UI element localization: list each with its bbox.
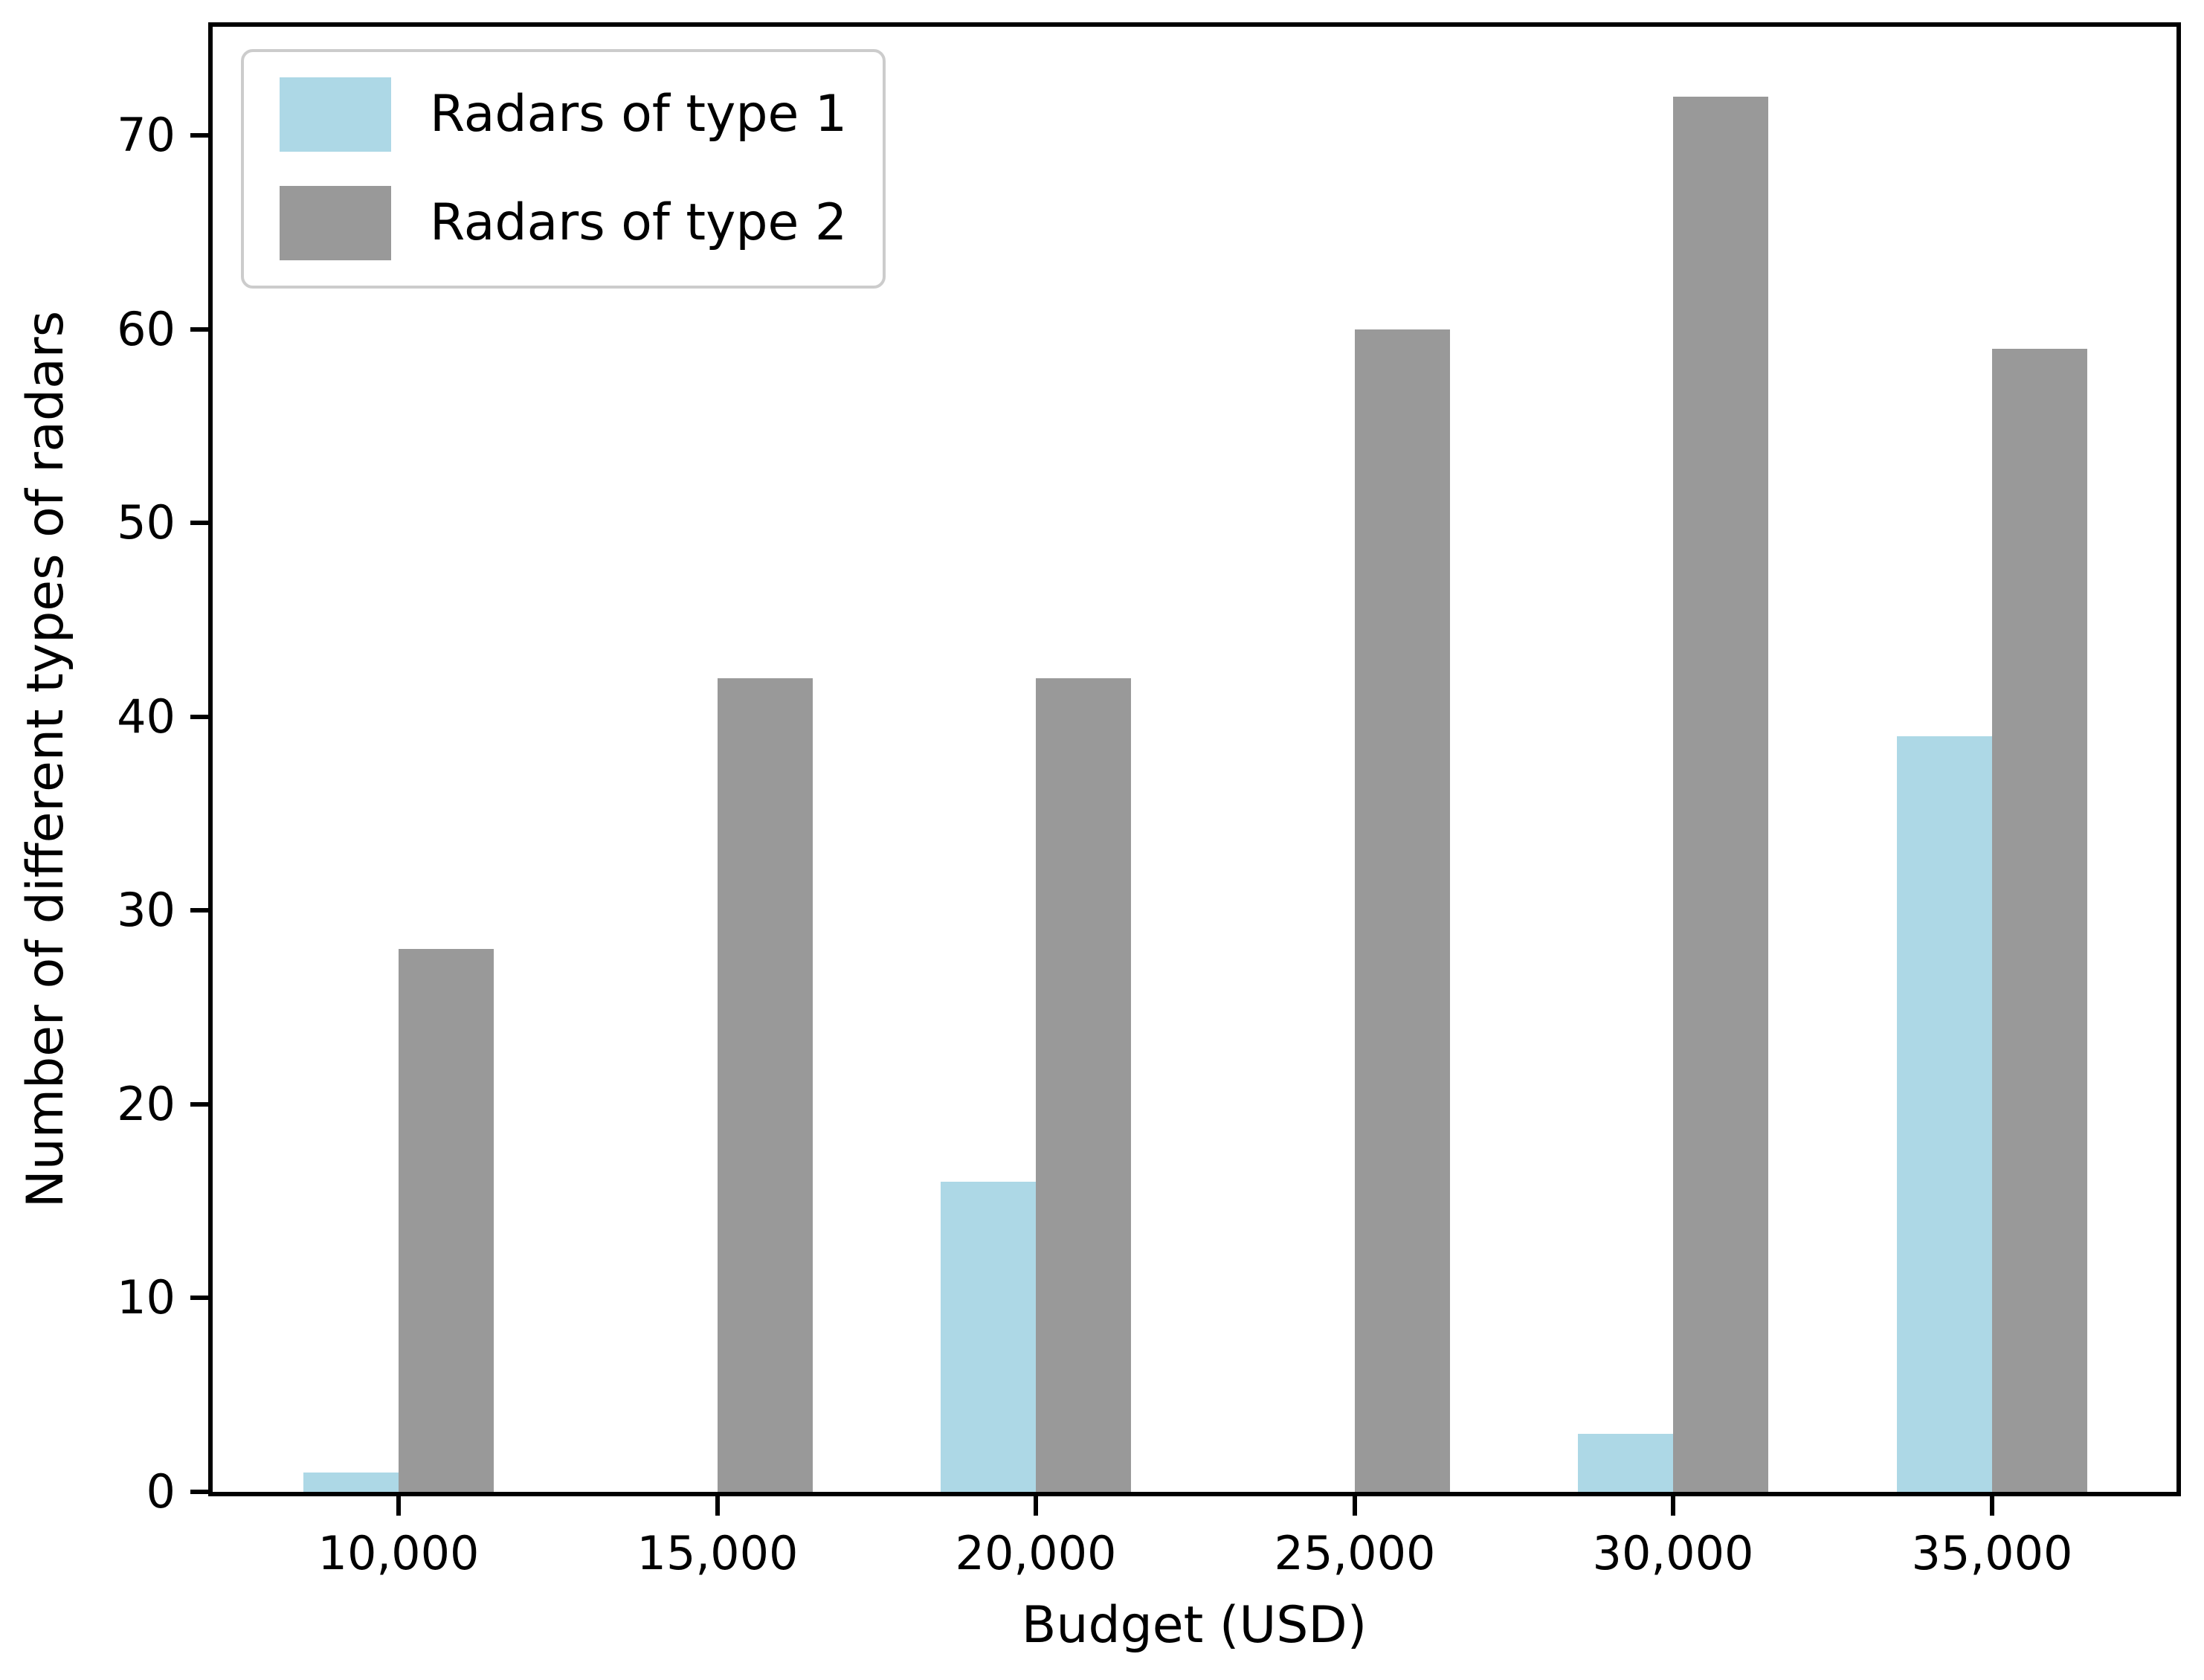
x-tick-label-30-000: 30,000 [1592,1526,1754,1580]
y-tick-label-40: 40 [117,689,175,744]
y-tick-mark-60 [190,327,208,332]
bar-radars-of-type-2-10-000 [399,949,494,1492]
y-tick-label-30: 30 [117,883,175,937]
x-tick-label-25-000: 25,000 [1274,1526,1436,1580]
y-tick-mark-70 [190,133,208,138]
x-tick-label-35-000: 35,000 [1911,1526,2073,1580]
y-tick-mark-10 [190,1296,208,1300]
y-tick-label-10: 10 [117,1270,175,1325]
legend-swatch-radars-of-type-2 [280,186,391,260]
x-tick-label-15-000: 15,000 [637,1526,799,1580]
legend-swatch-radars-of-type-1 [280,77,391,152]
bar-radars-of-type-1-20-000 [941,1182,1036,1492]
x-tick-mark-35-000 [1990,1496,1994,1516]
x-tick-mark-30-000 [1671,1496,1675,1516]
y-tick-label-0: 0 [146,1464,175,1519]
y-tick-mark-30 [190,908,208,913]
bar-radars-of-type-2-30-000 [1673,97,1768,1492]
plot-area: Radars of type 1 Radars of type 2 [208,22,2181,1496]
legend-label-radars-of-type-1: Radars of type 1 [430,85,848,144]
y-tick-mark-40 [190,715,208,719]
bar-radars-of-type-2-25-000 [1355,329,1450,1492]
legend-label-radars-of-type-2: Radars of type 2 [430,193,848,252]
y-tick-mark-20 [190,1102,208,1107]
legend-item-radars-of-type-1: Radars of type 1 [280,77,847,152]
legend-item-radars-of-type-2: Radars of type 2 [280,186,847,260]
y-axis-title: Number of different types of radars [16,310,75,1208]
legend: Radars of type 1 Radars of type 2 [241,49,886,289]
x-axis-title: Budget (USD) [1021,1596,1367,1655]
bar-radars-of-type-1-35-000 [1897,736,1992,1492]
bar-radars-of-type-1-30-000 [1578,1434,1673,1492]
y-tick-mark-0 [190,1490,208,1494]
x-tick-mark-25-000 [1353,1496,1357,1516]
x-tick-label-10-000: 10,000 [318,1526,480,1580]
y-tick-label-50: 50 [117,495,175,550]
bar-radars-of-type-2-15-000 [718,678,813,1492]
bar-radars-of-type-2-35-000 [1992,349,2087,1492]
x-tick-mark-20-000 [1034,1496,1038,1516]
x-tick-label-20-000: 20,000 [955,1526,1117,1580]
y-tick-mark-50 [190,521,208,525]
x-tick-mark-15-000 [715,1496,720,1516]
bar-radars-of-type-2-20-000 [1036,678,1131,1492]
x-tick-mark-10-000 [396,1496,401,1516]
y-tick-label-70: 70 [117,108,175,162]
y-tick-label-60: 60 [117,302,175,356]
bar-radars-of-type-1-10-000 [303,1473,399,1492]
y-tick-label-20: 20 [117,1077,175,1131]
